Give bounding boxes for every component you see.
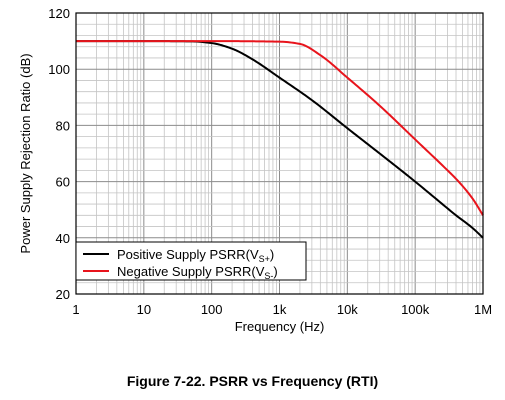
x-tick-labels: 1 10 100 1k 10k 100k 1M [72,302,492,317]
x-tick-label: 100k [401,302,430,317]
legend: Positive Supply PSRR(VS+)Negative Supply… [75,241,307,281]
plot-frame [75,12,484,295]
y-tick-label: 40 [56,231,70,246]
x-tick-label: 1M [474,302,492,317]
legend-label: Negative Supply PSRR(VS-) [117,264,278,281]
y-tick-label: 120 [48,6,70,21]
x-tick-label: 10k [337,302,358,317]
x-tick-label: 10 [137,302,151,317]
series-lines [76,40,484,239]
x-axis-label: Frequency (Hz) [235,319,325,334]
y-tick-label: 100 [48,62,70,77]
series-line-negative [76,40,484,216]
y-tick-label: 20 [56,287,70,302]
y-tick-label: 60 [56,175,70,190]
x-tick-label: 100 [201,302,223,317]
psrr-chart: 1 10 100 1k 10k 100k 1M 20 40 60 80 100 120 Frequen… [18,6,492,334]
legend-label: Positive Supply PSRR(VS+) [117,247,274,264]
legend-box [75,241,307,281]
figure-caption: Figure 7-22. PSRR vs Frequency (RTI) [126,373,379,389]
y-tick-labels: 20 40 60 80 100 120 [48,6,70,302]
y-tick-label: 80 [56,118,70,133]
x-tick-label: 1k [273,302,287,317]
y-axis-label: Power Supply Rejection Ratio (dB) [18,53,33,253]
x-tick-label: 1 [72,302,79,317]
